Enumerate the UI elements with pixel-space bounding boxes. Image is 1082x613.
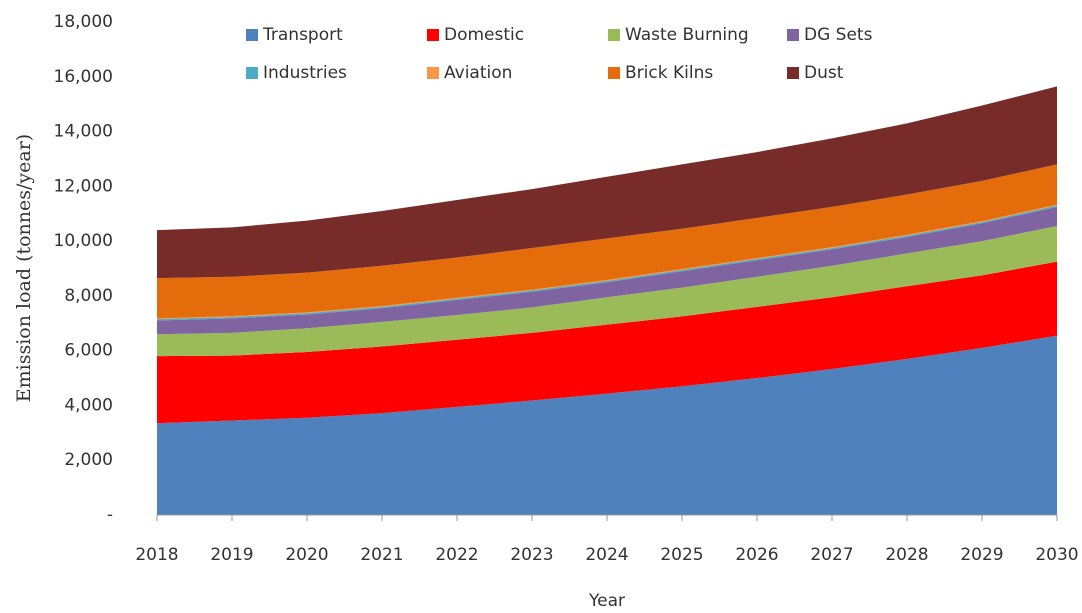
legend-label: Dust [804, 63, 844, 83]
y-tick-label: 16,000 [54, 67, 113, 87]
x-tick-label: 2023 [510, 545, 553, 565]
legend-swatch [427, 67, 439, 79]
y-axis-label: Emission load (tonnes/year) [13, 134, 35, 402]
x-tick-label: 2029 [960, 545, 1003, 565]
x-tick-label: 2021 [360, 545, 403, 565]
x-tick-label: 2020 [285, 545, 328, 565]
y-tick-label: 8,000 [64, 286, 113, 306]
legend-swatch [427, 29, 439, 41]
area [157, 226, 1057, 357]
legend-label: Domestic [444, 25, 524, 45]
y-tick-label: 14,000 [54, 122, 113, 142]
y-tick-label: 10,000 [54, 231, 113, 251]
legend-swatch [246, 67, 258, 79]
x-tick-label: 2030 [1035, 545, 1078, 565]
legend-label: Brick Kilns [625, 63, 713, 83]
x-tick-label: 2024 [585, 545, 628, 565]
area [157, 335, 1057, 515]
y-tick-label: 4,000 [64, 395, 113, 415]
x-tick-label: 2026 [735, 545, 778, 565]
legend-label: Aviation [444, 63, 512, 83]
area [157, 206, 1057, 335]
legend-label: Transport [262, 25, 343, 45]
legend-swatch [608, 67, 620, 79]
x-axis-label: Year [588, 591, 625, 611]
area [157, 164, 1057, 319]
x-tick-label: 2018 [135, 545, 178, 565]
area [157, 261, 1057, 424]
legend-label: DG Sets [804, 25, 873, 45]
y-tick-label: 12,000 [54, 176, 113, 196]
x-tick-label: 2025 [660, 545, 703, 565]
legend-label: Waste Burning [625, 25, 749, 45]
x-tick-label: 2027 [810, 545, 853, 565]
x-tick-label: 2019 [210, 545, 253, 565]
y-tick-label: 6,000 [64, 341, 113, 361]
legend-swatch [246, 29, 258, 41]
legend-swatch [608, 29, 620, 41]
x-tick-label: 2028 [885, 545, 928, 565]
x-tick-label: 2022 [435, 545, 478, 565]
y-tick-label: 2,000 [64, 450, 113, 470]
legend-swatch [787, 29, 799, 41]
legend-label: Industries [263, 63, 347, 83]
legend-swatch [787, 67, 799, 79]
y-tick-label: - [107, 505, 113, 525]
y-tick-label: 18,000 [54, 12, 113, 32]
area [157, 86, 1057, 279]
